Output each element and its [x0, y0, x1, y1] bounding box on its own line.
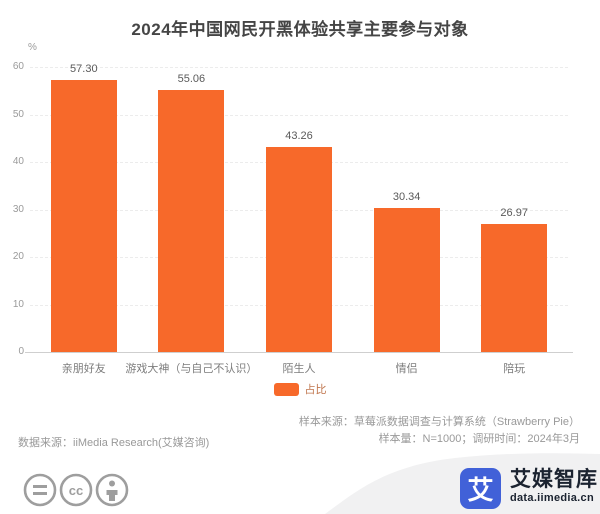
- y-axis-tick: 50: [12, 108, 24, 120]
- x-axis-label: 情侣: [395, 363, 418, 375]
- bar-value-label: 57.30: [70, 62, 98, 75]
- brand-text: 艾媒智库 data.iimedia.cn: [510, 468, 598, 504]
- bar-value-label: 43.26: [285, 129, 313, 142]
- legend-label: 占比: [304, 384, 327, 396]
- x-axis-label: 亲朋好友: [61, 363, 106, 375]
- bar-value-label: 55.06: [177, 73, 206, 86]
- plot-area: 0 10 20 30 40 50 60 57.30 亲朋好友 55.06 游戏大神（与自己不认识） 4…: [13, 61, 573, 375]
- equals-license-icon[interactable]: [22, 470, 58, 510]
- y-axis-tick: 20: [12, 251, 24, 262]
- bar-亲朋好友: [50, 79, 117, 352]
- chart-title: 2024年中国网民开黑体验共享主要参与对象: [131, 20, 469, 39]
- x-axis-line: [25, 352, 573, 353]
- iimedia-brand-logo[interactable]: 艾 艾媒智库 data.iimedia.cn: [460, 468, 598, 509]
- data-source-note: 数据来源：iiMedia Research(艾媒咨询): [18, 437, 210, 449]
- cc-license-icon[interactable]: cc: [58, 470, 94, 510]
- sample-notes: 样本来源：草莓派数据调查与计算系统（Strawberry Pie） 样本量：N=…: [299, 414, 580, 448]
- x-axis-label: 陪玩: [503, 363, 526, 375]
- bar-游戏大神（与自己不认识）: [158, 90, 225, 352]
- bar-陌生人: [266, 146, 332, 352]
- iimedia-logo-icon: 艾: [460, 468, 501, 509]
- x-axis-label: 游戏大神（与自己不认识）: [125, 363, 258, 375]
- legend-swatch: [273, 382, 299, 396]
- svg-text:cc: cc: [69, 483, 83, 498]
- y-axis-tick: 30: [12, 203, 24, 215]
- bar-情侣: [373, 207, 440, 352]
- license-icons: cc: [22, 470, 130, 510]
- y-axis-unit-label: %: [28, 42, 37, 53]
- brand-domain: data.iimedia.cn: [510, 492, 594, 504]
- y-axis-tick: 10: [12, 298, 24, 310]
- attribution-person-icon[interactable]: [94, 470, 130, 510]
- gridline: [30, 67, 568, 68]
- y-axis-tick: 60: [12, 61, 24, 72]
- y-axis-tick: 40: [12, 156, 24, 167]
- sample-source-note: 样本来源：草莓派数据调查与计算系统（Strawberry Pie）: [298, 416, 580, 428]
- bar-value-label: 30.34: [392, 190, 421, 203]
- bar-陪玩: [481, 223, 548, 352]
- y-axis-tick: 0: [18, 346, 24, 357]
- gridline: [30, 114, 568, 116]
- chart-legend: 占比: [0, 381, 600, 397]
- brand-name: 艾媒智库: [510, 468, 598, 491]
- bar-value-label: 26.97: [500, 206, 528, 219]
- x-axis-label: 陌生人: [282, 363, 316, 375]
- sample-size-note: 样本量：N=1000；调研时间：2024年3月: [378, 433, 580, 445]
